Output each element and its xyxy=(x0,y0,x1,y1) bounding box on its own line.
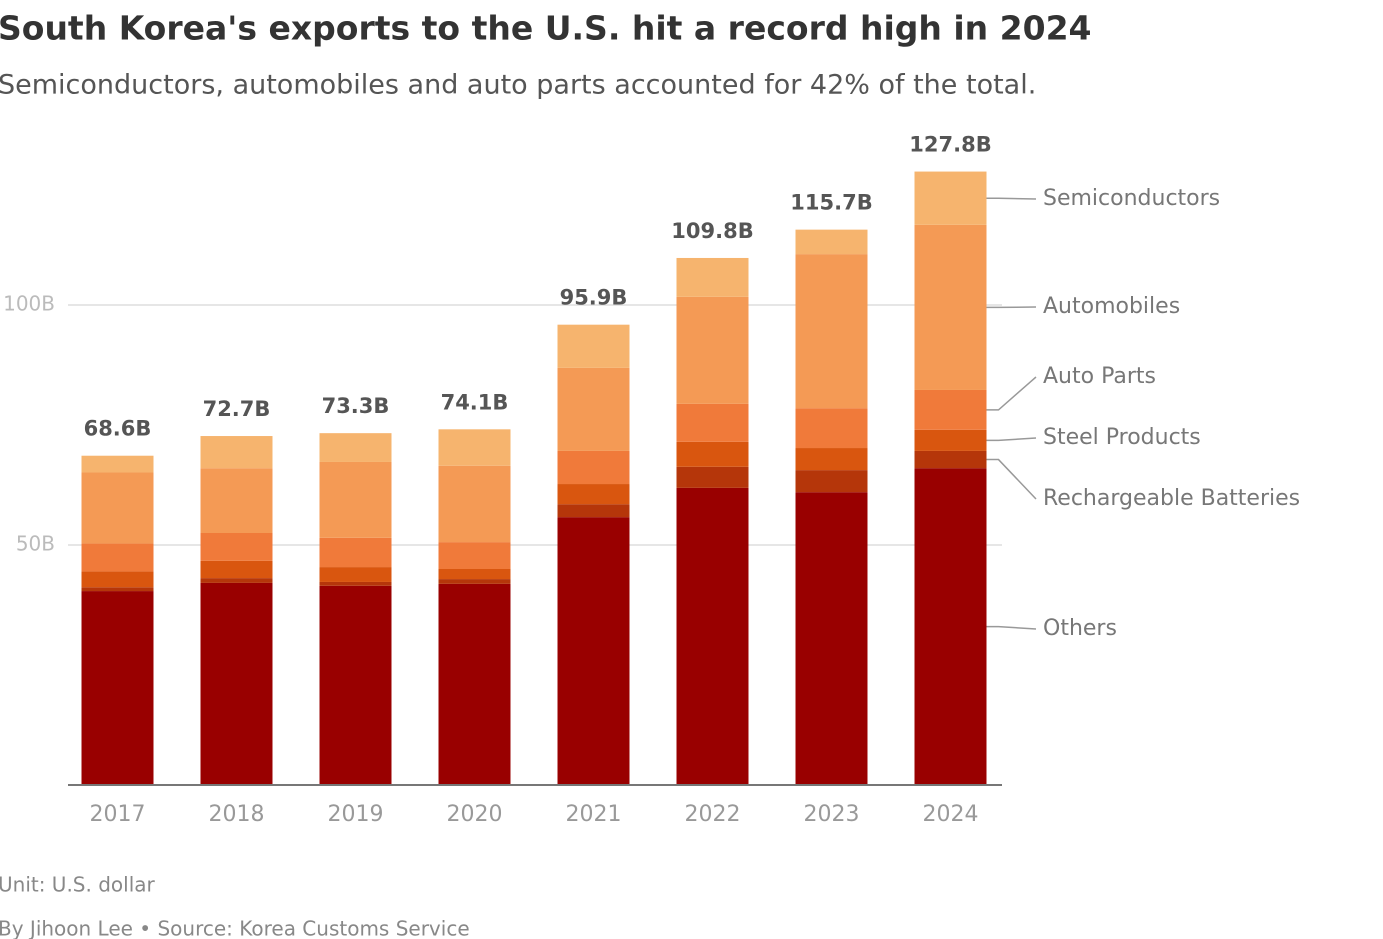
x-tick-label: 2024 xyxy=(923,802,979,827)
bar-segment xyxy=(676,441,749,467)
leader-line xyxy=(986,197,1037,200)
bar-segment xyxy=(676,487,749,785)
total-label: 72.7B xyxy=(203,397,271,421)
bar-segment xyxy=(438,579,511,584)
bar-segment xyxy=(914,171,987,225)
footnote: Unit: U.S. dollar xyxy=(0,873,156,897)
bar-segment xyxy=(676,466,749,488)
bar-segment xyxy=(795,229,868,255)
leader-line xyxy=(986,458,1037,500)
bar-segment xyxy=(319,585,392,785)
y-tick-label: 50B xyxy=(16,532,55,556)
bar-segment xyxy=(438,465,511,543)
bar-segment xyxy=(81,472,154,544)
x-tick-label: 2019 xyxy=(328,802,384,827)
x-tick-label: 2022 xyxy=(685,802,741,827)
y-tick-label: 100B xyxy=(3,292,55,316)
bar-segment xyxy=(319,461,392,538)
legend-label: Automobiles xyxy=(1043,294,1180,319)
bar-segment xyxy=(81,587,154,592)
bar-segment xyxy=(914,429,987,451)
bar-segment xyxy=(200,560,273,579)
total-label: 95.9B xyxy=(560,286,628,310)
bar-segment xyxy=(81,543,154,572)
bar-segment xyxy=(319,567,392,582)
bar-segment xyxy=(914,224,987,390)
bar-segment xyxy=(81,455,154,473)
total-label: 68.6B xyxy=(84,417,152,441)
bar-segment xyxy=(557,504,630,518)
leader-line xyxy=(986,437,1037,442)
bar-segment xyxy=(557,517,630,785)
bar-segment xyxy=(914,450,987,469)
total-label: 73.3B xyxy=(322,394,390,418)
legend-label: Others xyxy=(1043,616,1117,641)
bar-segment xyxy=(438,429,511,466)
bar-segment xyxy=(200,436,273,469)
bar-segment xyxy=(676,257,749,297)
bar-segment xyxy=(200,582,273,785)
chart-subtitle: Semiconductors, automobiles and auto par… xyxy=(0,70,1036,101)
leader-line xyxy=(986,376,1037,411)
bar-segment xyxy=(319,537,392,568)
x-tick-label: 2018 xyxy=(209,802,265,827)
legend-label: Rechargeable Batteries xyxy=(1043,486,1300,511)
bar-segment xyxy=(795,492,868,785)
bar-segment xyxy=(319,581,392,586)
bar-segment xyxy=(557,450,630,485)
total-label: 109.8B xyxy=(671,219,753,243)
x-tick-label: 2017 xyxy=(90,802,146,827)
bar-segment xyxy=(557,367,630,451)
bar-segment xyxy=(438,569,511,580)
footnote: By Jihoon Lee • Source: Korea Customs Se… xyxy=(0,917,470,939)
bar-segment xyxy=(676,403,749,442)
legend-label: Semiconductors xyxy=(1043,186,1220,211)
chart-title: South Korea's exports to the U.S. hit a … xyxy=(0,9,1092,48)
leader-line xyxy=(986,625,1037,630)
bar-segment xyxy=(200,468,273,533)
x-tick-label: 2023 xyxy=(804,802,860,827)
bar-segment xyxy=(438,542,511,569)
total-label: 115.7B xyxy=(790,191,872,215)
bar-segment xyxy=(557,324,630,368)
total-label: 74.1B xyxy=(441,390,509,414)
total-label: 127.8B xyxy=(909,133,991,157)
bar-segment xyxy=(795,408,868,449)
bar-segment xyxy=(795,254,868,409)
bar-segment xyxy=(557,484,630,505)
x-tick-label: 2020 xyxy=(447,802,503,827)
bar-segment xyxy=(81,591,154,785)
bar-segment xyxy=(795,448,868,471)
legend-label: Auto Parts xyxy=(1043,364,1156,389)
bar-segment xyxy=(319,433,392,462)
bar-segment xyxy=(438,583,511,785)
bar-segment xyxy=(795,470,868,493)
bar-segment xyxy=(676,296,749,404)
x-tick-label: 2021 xyxy=(566,802,622,827)
bar-segment xyxy=(914,468,987,785)
bar-segment xyxy=(81,571,154,588)
legend-label: Steel Products xyxy=(1043,425,1201,450)
bar-segment xyxy=(200,533,273,561)
bar-segment xyxy=(200,578,273,583)
bar-segment xyxy=(914,389,987,430)
